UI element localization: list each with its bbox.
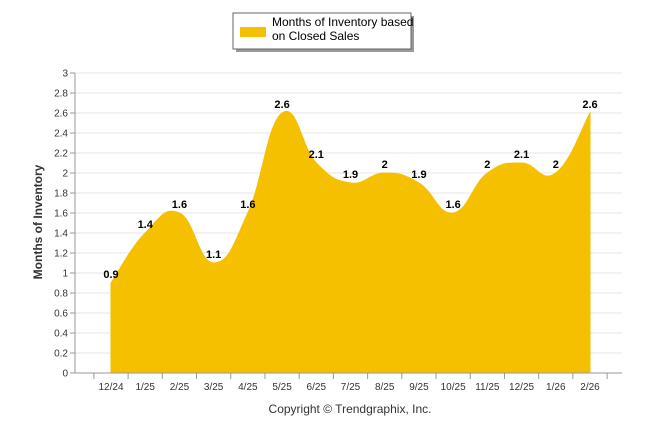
x-tick-label: 12/24: [98, 382, 123, 393]
y-tick-label: 1.4: [54, 229, 68, 240]
data-label: 1.6: [172, 199, 187, 211]
y-axis-title: Months of Inventory: [31, 164, 45, 279]
x-tick-label: 10/25: [441, 382, 466, 393]
y-tick-label: 2: [62, 169, 68, 180]
y-tick-label: 0.4: [54, 329, 68, 340]
x-axis: 12/24 1/25 2/25 3/25 4/25 5/25 6/25 7/25 8/25 9/2…: [75, 372, 622, 393]
data-label: 1.9: [343, 169, 358, 181]
y-tick-label: 2.2: [54, 149, 68, 160]
x-tick-label: 8/25: [375, 382, 395, 393]
copyright-text: Copyright © Trendgraphix, Inc.: [269, 402, 432, 416]
x-tick-label: 6/25: [307, 382, 327, 393]
y-tick-label: 2.8: [54, 89, 68, 100]
y-tick-label: 0: [62, 369, 68, 380]
x-tick-label: 1/26: [546, 382, 566, 393]
data-label: 2: [553, 159, 559, 171]
y-tick-label: 0.2: [54, 349, 68, 360]
x-tick-label: 1/25: [135, 382, 155, 393]
y-tick-label: 2.4: [54, 129, 68, 140]
x-tick-label: 12/25: [509, 382, 534, 393]
data-label: 2.1: [514, 149, 529, 161]
x-tick-label: 4/25: [238, 382, 258, 393]
x-tick-label: 5/25: [272, 382, 292, 393]
data-label: 0.9: [103, 269, 118, 281]
y-tick-label: 1.8: [54, 189, 68, 200]
data-label: 2.6: [274, 99, 289, 111]
legend[interactable]: Months of Inventory based on Closed Sale…: [232, 12, 414, 52]
x-tick-label: 2/26: [580, 382, 600, 393]
data-label: 2: [382, 159, 388, 171]
data-label: 2.1: [309, 149, 324, 161]
area-series-fill: [110, 110, 591, 374]
x-tick-label: 9/25: [409, 382, 429, 393]
x-tick-label: 7/25: [341, 382, 361, 393]
data-label: 1.6: [240, 199, 255, 211]
y-tick-label: 2.6: [54, 109, 68, 120]
data-label: 1.4: [138, 219, 154, 231]
y-tick-label: 0.8: [54, 289, 68, 300]
data-label: 1.1: [206, 249, 221, 261]
x-tick-label: 3/25: [204, 382, 224, 393]
x-tick-label: 2/25: [170, 382, 190, 393]
data-label: 1.9: [411, 169, 426, 181]
y-tick-label: 1.6: [54, 209, 68, 220]
y-tick-label: 1.2: [54, 249, 68, 260]
data-label: 1.6: [445, 199, 460, 211]
data-label: 2.6: [582, 99, 597, 111]
y-tick-label: 3: [62, 69, 68, 80]
y-tick-label: 0.6: [54, 309, 68, 320]
y-axis: 0 0.2 0.4 0.6 0.8 1 1.2 1.4 1.6 1.8 2 2.2 2.4 2.6 2.8 3: [54, 69, 76, 380]
legend-label-line1: Months of Inventory based: [272, 15, 413, 29]
data-labels: 0.9 1.4 1.6 1.1 1.6 2.6 2.1 1.9 2 1.9 1.6 2 2.1 2 2.6: [103, 99, 597, 281]
legend-label-line2: on Closed Sales: [272, 29, 359, 43]
data-label: 2: [484, 159, 490, 171]
x-tick-label: 11/25: [475, 382, 500, 393]
legend-swatch: [240, 27, 266, 37]
y-tick-label: 1: [62, 269, 68, 280]
